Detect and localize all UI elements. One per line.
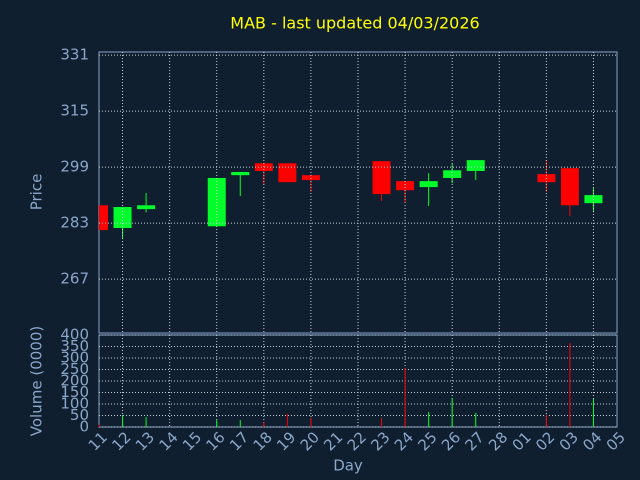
volume-tick-label: 400 bbox=[60, 326, 89, 344]
candle-body bbox=[466, 160, 485, 171]
volume-tick-label: 100 bbox=[60, 395, 89, 413]
volume-tick-label: 50 bbox=[70, 406, 89, 424]
x-axis-label: Day bbox=[333, 457, 363, 475]
candle-body bbox=[99, 205, 108, 231]
candle-body bbox=[254, 163, 273, 171]
y-tick-label: 267 bbox=[60, 270, 89, 288]
volume-tick-label: 300 bbox=[60, 349, 89, 367]
y-tick-label: 315 bbox=[60, 102, 89, 120]
volume-tick-label: 0 bbox=[79, 418, 89, 436]
candle-body bbox=[278, 163, 297, 183]
candle-body bbox=[419, 181, 438, 188]
volume-tick-label: 350 bbox=[60, 337, 89, 355]
volume-tick-label: 250 bbox=[60, 360, 89, 378]
y-tick-label: 299 bbox=[60, 158, 89, 176]
chart-title: MAB - last updated 04/03/2026 bbox=[230, 14, 479, 33]
candle-body bbox=[372, 161, 391, 195]
candle-body bbox=[231, 172, 250, 176]
candle-body bbox=[396, 181, 415, 191]
volume-tick-label: 150 bbox=[60, 383, 89, 401]
candle-body bbox=[137, 205, 156, 210]
volume-tick-label: 200 bbox=[60, 372, 89, 390]
y-axis-label: Price bbox=[28, 174, 46, 211]
candle-body bbox=[301, 175, 320, 181]
candle-body bbox=[443, 170, 462, 178]
y-tick-label: 283 bbox=[60, 214, 89, 232]
y-tick-label: 331 bbox=[60, 46, 89, 64]
volume-axis-label: Volume (0000) bbox=[28, 326, 46, 436]
candle-body bbox=[560, 168, 579, 206]
